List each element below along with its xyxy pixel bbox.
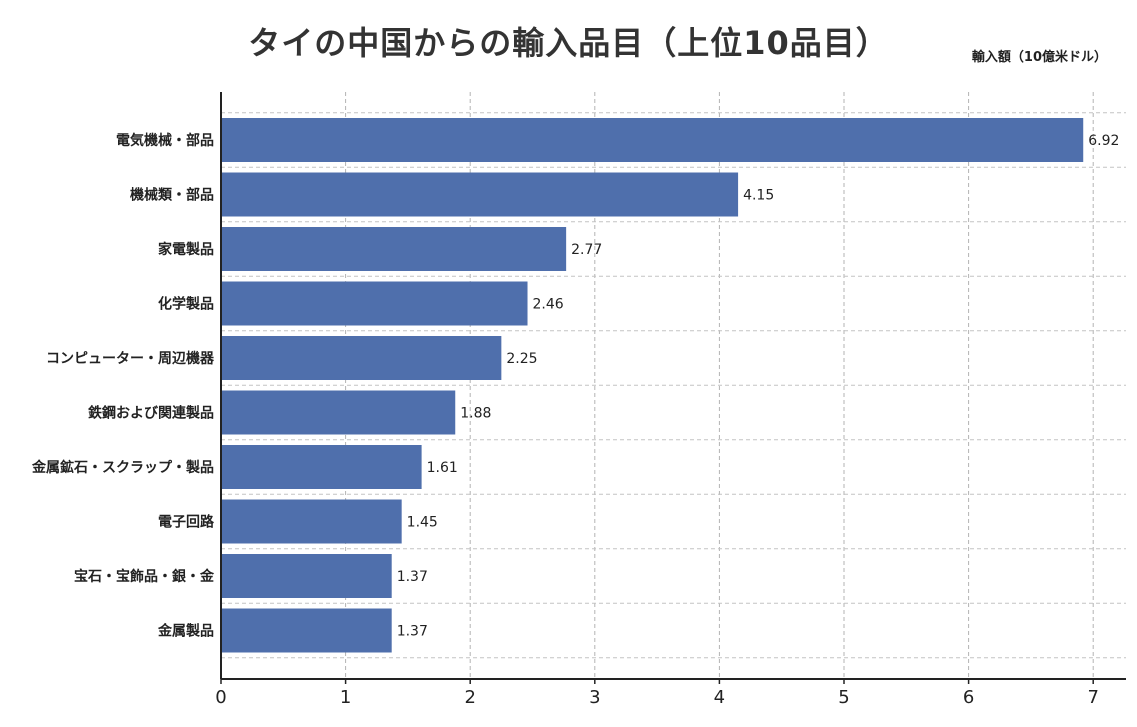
category-label: 宝石・宝飾品・銀・金 [74,568,215,585]
category-label: 機械類・部品 [130,187,214,204]
x-tick-label: 0 [215,687,226,708]
bar [221,608,392,653]
value-label: 1.37 [397,569,428,585]
x-tick-label: 4 [714,687,725,708]
chart-title: タイの中国からの輸入品目（上位10品目） [248,24,889,62]
value-label: 6.92 [1088,133,1119,149]
bar [221,281,528,326]
category-label: 金属製品 [157,623,214,640]
bar [221,445,422,489]
bar [221,118,1084,162]
unit-label: 輸入額（10億米ドル） [971,50,1107,65]
value-label: 1.88 [460,406,491,422]
bar [221,227,567,271]
x-tick-label: 3 [589,687,600,708]
category-label: 化学製品 [158,296,214,313]
value-label: 2.77 [571,242,602,258]
category-label: 家電製品 [158,241,214,258]
value-label: 1.61 [427,460,458,476]
bar [221,390,456,435]
x-tick-label: 5 [838,687,849,708]
bar [221,336,502,380]
value-label: 1.37 [397,624,428,640]
bar [221,499,402,544]
x-tick-label: 1 [340,687,351,708]
x-tick-label: 7 [1087,687,1098,708]
category-label: 金属鉱石・スクラップ・製品 [31,459,214,476]
value-label: 2.46 [533,297,564,313]
category-label: 電子回路 [158,514,215,531]
x-tick-label: 2 [464,687,475,708]
bar [221,172,739,217]
category-label: 電気機械・部品 [116,132,214,149]
category-label: 鉄鋼および関連製品 [88,405,214,422]
value-label: 2.25 [506,351,537,367]
bar [221,554,392,598]
value-label: 4.15 [743,188,774,204]
category-label: コンピューター・周辺機器 [46,350,215,367]
value-label: 1.45 [407,515,438,531]
x-tick-label: 6 [963,687,974,708]
